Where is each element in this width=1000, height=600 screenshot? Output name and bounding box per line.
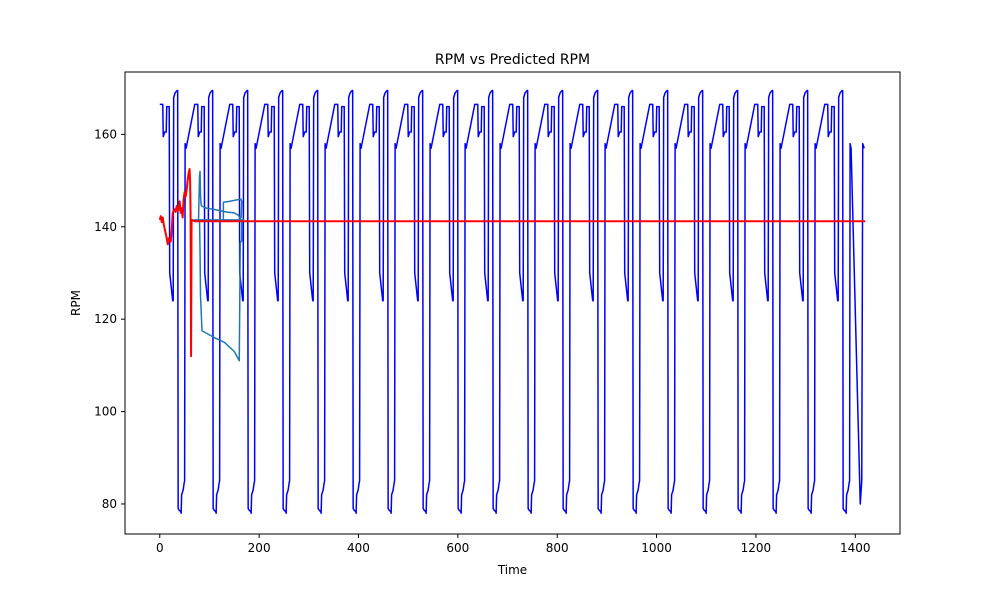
y-axis-label: RPM bbox=[69, 290, 83, 316]
x-axis-label: Time bbox=[497, 563, 527, 577]
y-axis: 80 100 120 140 160 bbox=[94, 127, 125, 511]
y-tick-label: 140 bbox=[94, 220, 117, 234]
chart-title: RPM vs Predicted RPM bbox=[435, 52, 590, 68]
x-tick-label: 600 bbox=[446, 541, 469, 555]
x-tick-label: 200 bbox=[248, 541, 271, 555]
x-tick-label: 1000 bbox=[641, 541, 672, 555]
plot-frame bbox=[124, 71, 901, 535]
x-axis: 0 200 400 600 800 1000 1200 1400 bbox=[156, 534, 871, 555]
series-line-2 bbox=[193, 170, 245, 362]
x-tick-label: 0 bbox=[156, 541, 164, 555]
plot-area bbox=[158, 89, 866, 514]
x-tick-label: 800 bbox=[546, 541, 569, 555]
y-tick-label: 100 bbox=[94, 405, 117, 419]
y-tick-label: 160 bbox=[94, 127, 117, 141]
series-line-1 bbox=[159, 89, 865, 514]
x-tick-label: 1400 bbox=[840, 541, 871, 555]
series-line-3 bbox=[158, 168, 866, 358]
y-tick-label: 120 bbox=[94, 312, 117, 326]
x-tick-label: 400 bbox=[347, 541, 370, 555]
x-tick-label: 1200 bbox=[741, 541, 772, 555]
y-tick-label: 80 bbox=[102, 497, 117, 511]
